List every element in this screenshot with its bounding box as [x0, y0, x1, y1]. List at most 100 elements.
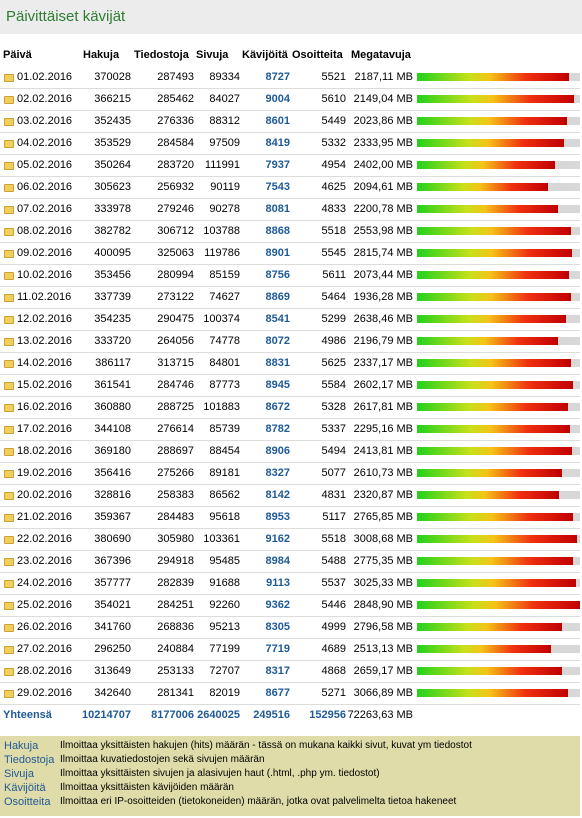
date-cell: 04.02.2016	[17, 137, 73, 149]
folder-icon	[4, 580, 14, 588]
date-cell: 21.02.2016	[17, 511, 73, 523]
date-cell: 18.02.2016	[17, 445, 73, 457]
number-cell: 89181	[209, 467, 240, 479]
row-separator	[0, 110, 580, 111]
number-cell: 290475	[157, 313, 194, 325]
number-cell: 8831	[265, 357, 290, 369]
number-cell: 8901	[265, 247, 290, 259]
number-cell: 2513,13 MB	[353, 643, 413, 655]
number-cell: 5299	[321, 313, 346, 325]
number-cell: 353529	[94, 137, 131, 149]
row-separator	[0, 594, 580, 595]
visitor-bar	[417, 491, 559, 499]
folder-icon	[4, 492, 14, 500]
number-cell: 8906	[265, 445, 290, 457]
number-cell: 325063	[157, 247, 194, 259]
column-header: Hakuja	[83, 49, 120, 61]
row-separator	[0, 264, 580, 265]
number-cell: 367396	[94, 555, 131, 567]
date-cell: 25.02.2016	[17, 599, 73, 611]
number-cell: 253133	[157, 665, 194, 677]
total-cell: 10214707	[82, 709, 131, 721]
number-cell: 382782	[94, 225, 131, 237]
number-cell: 4999	[321, 621, 346, 633]
total-cell: 8177006	[151, 709, 194, 721]
number-cell: 8984	[265, 555, 290, 567]
folder-icon	[4, 74, 14, 82]
folder-icon	[4, 690, 14, 698]
legend-box	[0, 736, 580, 816]
folder-icon	[4, 360, 14, 368]
row-separator	[0, 660, 580, 661]
number-cell: 4831	[321, 489, 346, 501]
number-cell: 86562	[209, 489, 240, 501]
row-separator	[0, 506, 580, 507]
folder-icon	[4, 272, 14, 280]
row-separator	[0, 220, 580, 221]
row-separator	[0, 352, 580, 353]
folder-icon	[4, 338, 14, 346]
number-cell: 361541	[94, 379, 131, 391]
number-cell: 8072	[265, 335, 290, 347]
number-cell: 91688	[209, 577, 240, 589]
visitor-bar	[417, 425, 570, 433]
number-cell: 4954	[321, 159, 346, 171]
number-cell: 5271	[321, 687, 346, 699]
number-cell: 82019	[209, 687, 240, 699]
number-cell: 2073,44 MB	[353, 269, 413, 281]
number-cell: 88454	[209, 445, 240, 457]
number-cell: 8327	[265, 467, 290, 479]
total-cell: 152956	[309, 709, 346, 721]
number-cell: 7937	[265, 159, 290, 171]
visitor-bar	[417, 73, 569, 81]
number-cell: 356416	[94, 467, 131, 479]
number-cell: 103788	[203, 225, 240, 237]
folder-icon	[4, 646, 14, 654]
number-cell: 119786	[204, 247, 240, 259]
number-cell: 8142	[265, 489, 290, 501]
number-cell: 5488	[321, 555, 346, 567]
number-cell: 2553,98 MB	[353, 225, 413, 237]
folder-icon	[4, 250, 14, 258]
date-cell: 23.02.2016	[17, 555, 73, 567]
number-cell: 8869	[265, 291, 290, 303]
number-cell: 288697	[157, 445, 194, 457]
number-cell: 285462	[157, 93, 194, 105]
number-cell: 5537	[321, 577, 346, 589]
column-header: Päivä	[3, 49, 32, 61]
number-cell: 287493	[157, 71, 194, 83]
number-cell: 2200,78 MB	[353, 203, 413, 215]
number-cell: 5446	[321, 599, 346, 611]
number-cell: 2815,74 MB	[353, 247, 413, 259]
visitor-bar	[417, 513, 573, 521]
number-cell: 366215	[94, 93, 131, 105]
date-cell: 27.02.2016	[17, 643, 73, 655]
number-cell: 103361	[203, 533, 240, 545]
number-cell: 89334	[209, 71, 240, 83]
number-cell: 305623	[94, 181, 131, 193]
number-cell: 354235	[94, 313, 131, 325]
number-cell: 74778	[209, 335, 240, 347]
row-separator	[0, 704, 580, 705]
number-cell: 101883	[203, 401, 240, 413]
number-cell: 350264	[94, 159, 131, 171]
number-cell: 369180	[94, 445, 131, 457]
number-cell: 256932	[157, 181, 194, 193]
row-separator	[0, 132, 580, 133]
folder-icon	[4, 602, 14, 610]
number-cell: 275266	[157, 467, 194, 479]
number-cell: 2320,87 MB	[353, 489, 413, 501]
number-cell: 2295,16 MB	[353, 423, 413, 435]
number-cell: 4833	[321, 203, 346, 215]
folder-icon	[4, 514, 14, 522]
number-cell: 342640	[94, 687, 131, 699]
number-cell: 5610	[321, 93, 346, 105]
number-cell: 4986	[321, 335, 346, 347]
number-cell: 5337	[321, 423, 346, 435]
number-cell: 400095	[94, 247, 131, 259]
row-separator	[0, 308, 580, 309]
number-cell: 258383	[157, 489, 194, 501]
number-cell: 386117	[95, 357, 131, 369]
number-cell: 360880	[94, 401, 131, 413]
number-cell: 8756	[265, 269, 290, 281]
